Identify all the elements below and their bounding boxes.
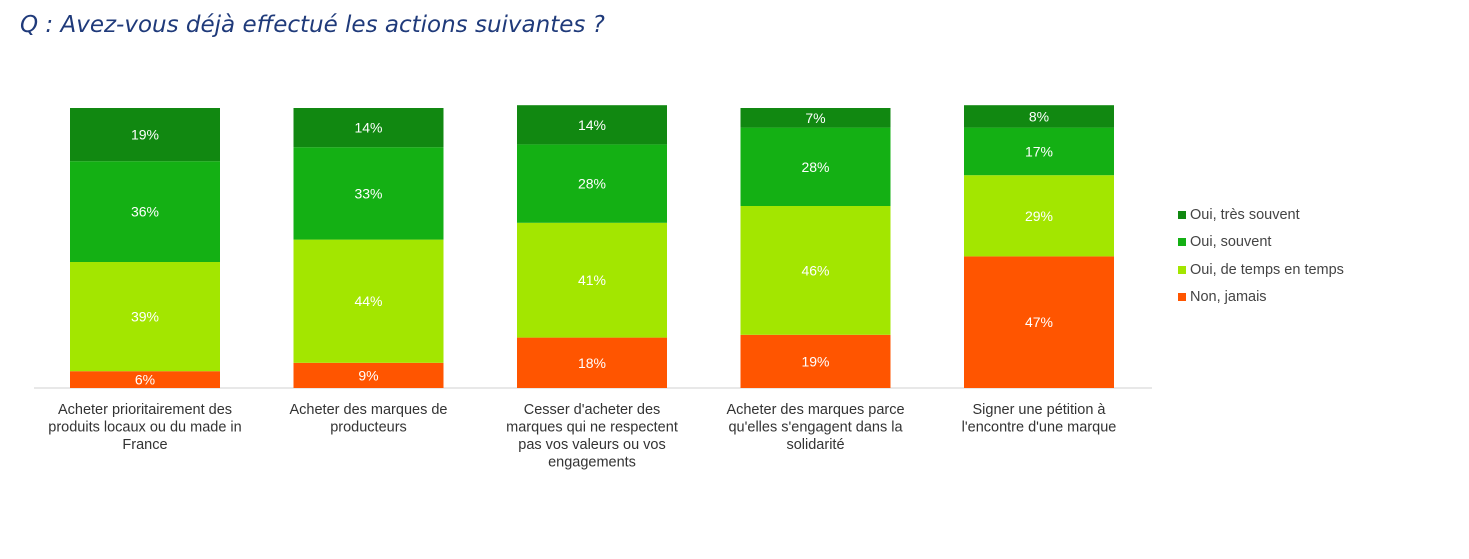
bar-segment-oui-de-temps-en-temps-4: [740, 206, 891, 335]
segment-label-non-jamais-3: 18%: [578, 355, 606, 371]
bar-segment-oui-souvent-4: [740, 127, 891, 206]
segment-label-non-jamais-2: 9%: [358, 367, 378, 383]
segment-label-non-jamais-4: 19%: [801, 353, 829, 369]
segment-label-oui-de-temps-en-temps-3: 41%: [578, 272, 606, 288]
category-label-4: Acheter des marques parce qu'elles s'enga…: [726, 402, 904, 453]
bar-segment-non-jamais-2: [293, 362, 444, 388]
chart-legend: Oui, très souvent Oui, souvent Oui, de tem…: [1178, 201, 1344, 311]
segment-label-oui-souvent-2: 33%: [354, 185, 382, 201]
bar-segment-oui-tres-souvent-4: [740, 108, 891, 128]
segment-label-oui-tres-souvent-5: 8%: [1029, 108, 1049, 124]
bar-segment-oui-tres-souvent-5: [964, 105, 1114, 128]
segment-label-oui-tres-souvent-4: 7%: [805, 110, 825, 126]
bar-segment-oui-souvent-2: [293, 147, 444, 240]
bar-segment-oui-tres-souvent-1: [70, 108, 220, 162]
category-labels: Acheter prioritairement des produits loca…: [48, 402, 1116, 471]
bar-segment-oui-de-temps-en-temps-3: [517, 222, 667, 338]
category-label-1: Acheter prioritairement des produits loca…: [48, 402, 241, 453]
segment-label-oui-de-temps-en-temps-1: 39%: [131, 309, 159, 325]
legend-label: Oui, souvent: [1190, 234, 1272, 251]
question-title: Q : Avez-vous déjà effectué les actions …: [20, 12, 605, 38]
segment-label-oui-tres-souvent-2: 14%: [354, 120, 382, 136]
category-label-line: Acheter des marques parce: [726, 402, 904, 418]
category-label-line: engagements: [548, 455, 636, 471]
category-label-line: marques qui ne respectent: [506, 420, 678, 436]
category-label-line: Cesser d'acheter des: [524, 402, 661, 418]
category-label-3: Cesser d'acheter des marques qui ne respe…: [506, 402, 678, 471]
legend-label: Oui, de temps en temps: [1190, 261, 1344, 278]
category-label-line: Signer une pétition à: [972, 402, 1106, 418]
category-label-line: producteurs: [330, 420, 407, 436]
legend-item-oui-de-temps-en-temps: Oui, de temps en temps: [1178, 256, 1344, 284]
legend-swatch: [1178, 238, 1186, 247]
category-label-line: Acheter prioritairement des: [58, 402, 232, 418]
bar-segment-oui-de-temps-en-temps-2: [293, 239, 444, 363]
bar-segment-oui-souvent-1: [70, 161, 220, 262]
category-label-line: solidarité: [786, 437, 844, 453]
bar-segment-oui-tres-souvent-3: [517, 105, 667, 145]
legend-swatch: [1178, 293, 1186, 302]
legend-item-oui-tres-souvent: Oui, très souvent: [1178, 201, 1344, 229]
bar-segment-non-jamais-4: [740, 334, 891, 388]
category-label-line: produits locaux ou du made in: [48, 420, 241, 436]
legend-item-oui-souvent: Oui, souvent: [1178, 229, 1344, 257]
category-label-line: qu'elles s'engagent dans la: [728, 420, 903, 436]
category-label-2: Acheter des marques de producteurs: [290, 402, 448, 436]
legend-swatch: [1178, 210, 1186, 219]
legend-swatch: [1178, 265, 1186, 274]
segment-labels: 6% 39% 36% 19% 9% 44% 33% 14% 18% 41% 28% 14% 19% 46%…: [131, 108, 1053, 387]
segment-label-non-jamais-1: 6%: [135, 372, 155, 388]
legend-item-non-jamais: Non, jamais: [1178, 284, 1344, 312]
bar-segment-non-jamais-5: [964, 256, 1114, 388]
category-label-line: Acheter des marques de: [290, 402, 448, 418]
bar-segment-oui-de-temps-en-temps-5: [964, 175, 1114, 257]
category-label-line: pas vos valeurs ou vos: [518, 437, 666, 453]
segment-label-oui-souvent-4: 28%: [801, 159, 829, 175]
legend-label: Oui, très souvent: [1190, 206, 1300, 223]
bar-segment-oui-tres-souvent-2: [293, 108, 444, 148]
bar-segment-non-jamais-3: [517, 337, 667, 388]
segment-label-oui-souvent-3: 28%: [578, 176, 606, 192]
bar-segment-oui-de-temps-en-temps-1: [70, 262, 220, 372]
segment-label-oui-souvent-5: 17%: [1025, 143, 1053, 159]
segment-label-oui-de-temps-en-temps-5: 29%: [1025, 208, 1053, 224]
bar-segment-non-jamais-1: [70, 371, 220, 388]
segment-label-non-jamais-5: 47%: [1025, 314, 1053, 330]
segment-label-oui-souvent-1: 36%: [131, 204, 159, 220]
category-label-5: Signer une pétition à l'encontre d'une ma…: [962, 402, 1117, 436]
bar-segment-oui-souvent-3: [517, 144, 667, 223]
segment-label-oui-tres-souvent-3: 14%: [578, 117, 606, 133]
segment-label-oui-de-temps-en-temps-2: 44%: [354, 293, 382, 309]
segment-label-oui-de-temps-en-temps-4: 46%: [801, 262, 829, 278]
bar-segment-oui-souvent-5: [964, 127, 1114, 176]
segment-label-oui-tres-souvent-1: 19%: [131, 127, 159, 143]
legend-label: Non, jamais: [1190, 289, 1267, 306]
category-label-line: l'encontre d'une marque: [962, 420, 1117, 436]
bar-stacks: [70, 105, 1114, 388]
category-label-line: France: [122, 437, 167, 453]
